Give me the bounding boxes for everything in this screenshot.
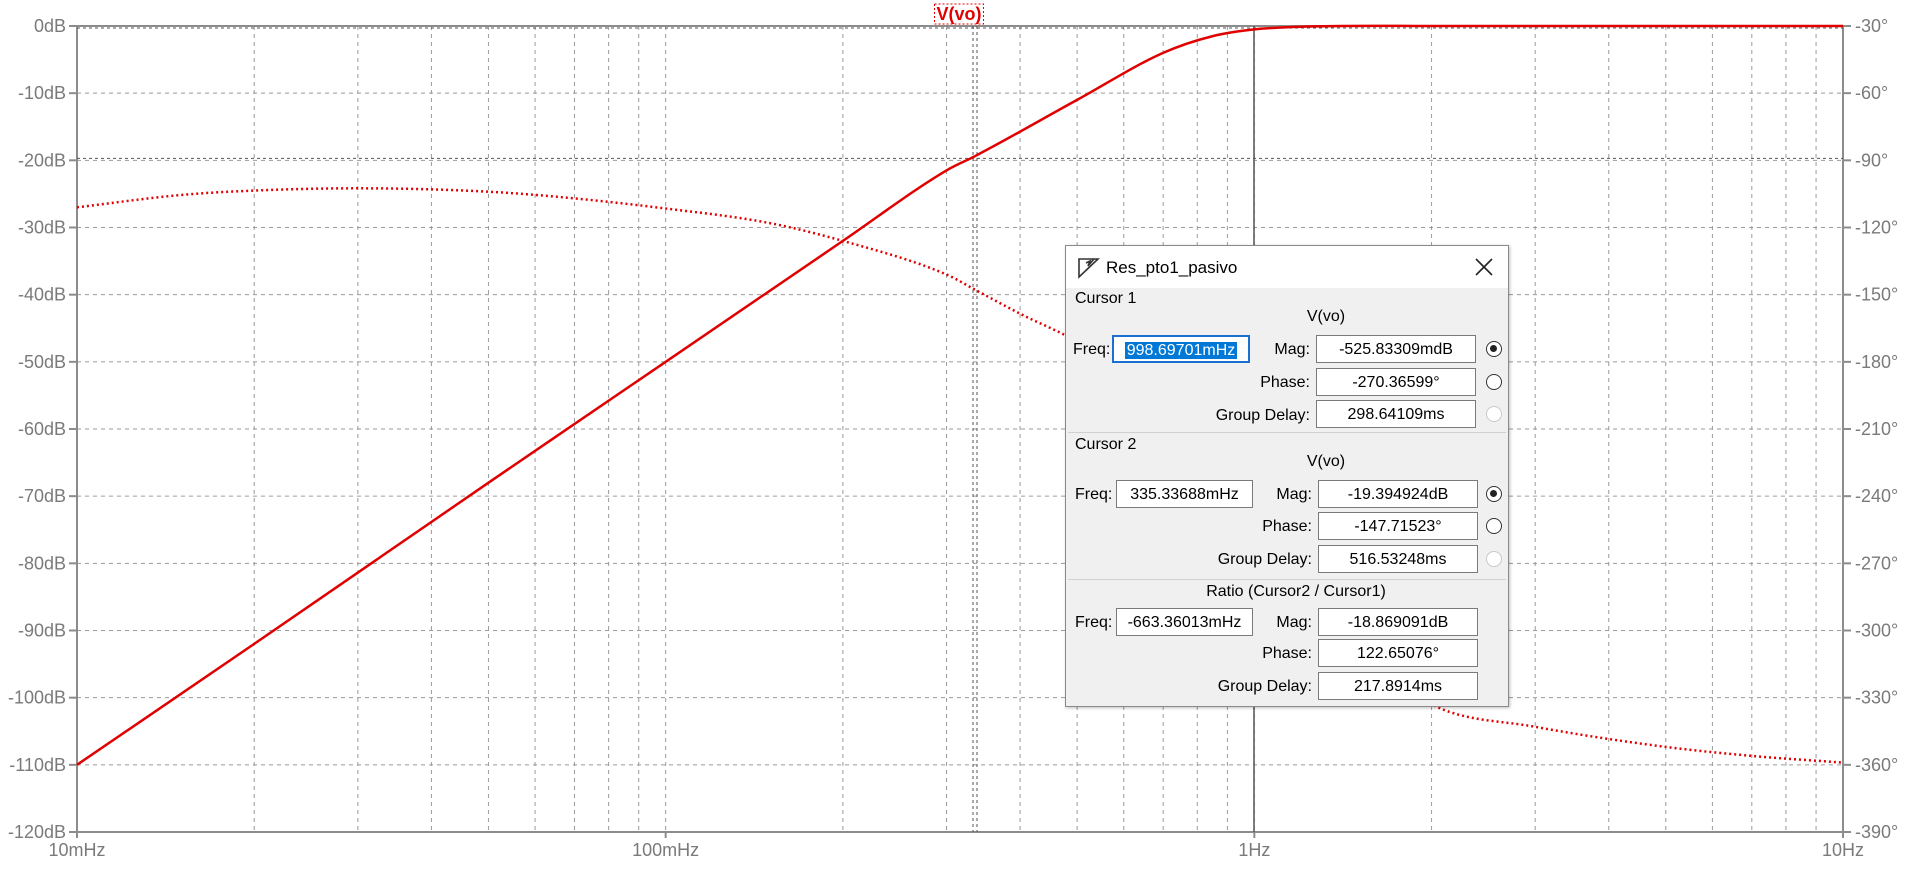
tick-labels: 0dB -10dB -20dB -30dB -40dB -50dB -60dB -70dB -8… [8, 16, 1898, 860]
cursor1-gd-label: Group Delay: [1215, 407, 1310, 424]
cursor2-freq-input[interactable]: 335.33688mHz [1116, 480, 1253, 508]
y-tick-label: -10dB [18, 83, 66, 103]
x-tick-label: 10mHz [48, 840, 105, 860]
cursor1-mag-label: Mag: [1274, 341, 1310, 358]
cursor2-mag-label: Mag: [1276, 486, 1312, 503]
cursor1-gd-value: 298.64109ms [1316, 400, 1476, 428]
cursor1-phase-label: Phase: [1260, 374, 1310, 391]
y2-tick-label: -120° [1855, 218, 1898, 238]
x-tick-label: 1Hz [1238, 840, 1270, 860]
dialog-title: Res_pto1_pasivo [1106, 258, 1238, 277]
cursor1-mag-radio[interactable] [1486, 341, 1502, 357]
ratio-mag-label: Mag: [1276, 614, 1312, 631]
close-button[interactable] [1466, 250, 1502, 284]
y-tick-label: -30dB [18, 218, 66, 238]
ratio-freq-label: Freq: [1075, 614, 1113, 631]
y2-tick-label: -270° [1855, 553, 1898, 573]
cursor1-mag-value: -525.83309mdB [1316, 335, 1476, 363]
traces [76, 24, 1844, 766]
y-tick-label: -20dB [18, 150, 66, 170]
cursor2-gd-label: Group Delay: [1217, 551, 1312, 568]
x-tick-label: 10Hz [1822, 840, 1864, 860]
cursor-dialog[interactable]: Res_pto1_pasivo Cursor 1 V(vo) Freq: 998… [1065, 245, 1509, 707]
y2-tick-label: -180° [1855, 352, 1898, 372]
y2-tick-label: -240° [1855, 486, 1898, 506]
cursor2-trace: V(vo) [1306, 453, 1346, 470]
separator [1068, 579, 1506, 580]
y2-tick-label: -90° [1855, 150, 1888, 170]
y-tick-label: -50dB [18, 352, 66, 372]
cursor2-gd-radio [1486, 551, 1502, 567]
y-tick-label: -120dB [8, 822, 66, 842]
y-tick-label: -110dB [9, 755, 66, 775]
cursor1-heading: Cursor 1 [1075, 290, 1137, 307]
cursor2-mag-radio[interactable] [1486, 486, 1502, 502]
y2-tick-label: -60° [1855, 83, 1888, 103]
y-tick-label: -100dB [8, 688, 66, 708]
x-tick-label: 100mHz [632, 840, 699, 860]
phase-trace [76, 187, 1844, 764]
y-tick-label: -40dB [18, 285, 66, 305]
ratio-heading: Ratio (Cursor2 / Cursor1) [1206, 583, 1386, 600]
cursor2-phase-value: -147.71523° [1318, 512, 1478, 540]
separator [1068, 432, 1506, 433]
trace-title-frame [934, 3, 985, 25]
cursor1-freq-label: Freq: [1073, 341, 1111, 358]
ratio-phase-label: Phase: [1262, 645, 1312, 662]
cursor2-phase-radio[interactable] [1486, 518, 1502, 534]
cursor2-gd-value: 516.53248ms [1318, 545, 1478, 573]
y-tick-label: -90dB [18, 621, 66, 641]
cursor1-gd-radio [1486, 406, 1502, 422]
cursor1-trace: V(vo) [1306, 308, 1346, 325]
cursor1-phase-value: -270.36599° [1316, 368, 1476, 396]
ratio-gd-value: 217.8914ms [1318, 672, 1478, 700]
ratio-phase-value: 122.65076° [1318, 639, 1478, 667]
trace-title[interactable]: V(vo) [937, 4, 982, 24]
ltspice-icon [1078, 258, 1101, 279]
y2-tick-label: -330° [1855, 688, 1898, 708]
y2-tick-label: -390° [1855, 822, 1898, 842]
y-tick-label: -70dB [18, 486, 66, 506]
cursor2-heading: Cursor 2 [1075, 436, 1137, 453]
y2-tick-label: -30° [1855, 16, 1888, 36]
y-tick-label: -60dB [18, 419, 66, 439]
cursor2-phase-label: Phase: [1262, 518, 1312, 535]
cursor2-mag-value: -19.394924dB [1318, 480, 1478, 508]
y-tick-label: -80dB [18, 553, 66, 573]
ratio-freq-value: -663.36013mHz [1116, 608, 1253, 636]
y-tick-label: 0dB [34, 16, 66, 36]
ratio-gd-label: Group Delay: [1217, 678, 1312, 695]
cursor1-freq-input[interactable]: 998.69701mHz [1112, 335, 1250, 363]
y2-tick-label: -150° [1855, 285, 1898, 305]
dialog-titlebar[interactable]: Res_pto1_pasivo [1066, 246, 1508, 288]
close-icon [1475, 258, 1493, 276]
ratio-mag-value: -18.869091dB [1318, 608, 1478, 636]
grid [77, 26, 1843, 832]
magnitude-trace [76, 24, 1843, 766]
y2-tick-label: -210° [1855, 419, 1898, 439]
y2-tick-label: -300° [1855, 621, 1898, 641]
cursor2-freq-label: Freq: [1075, 486, 1113, 503]
cursor1-phase-radio[interactable] [1486, 374, 1502, 390]
axes [69, 25, 1851, 838]
y2-tick-label: -360° [1855, 755, 1898, 775]
